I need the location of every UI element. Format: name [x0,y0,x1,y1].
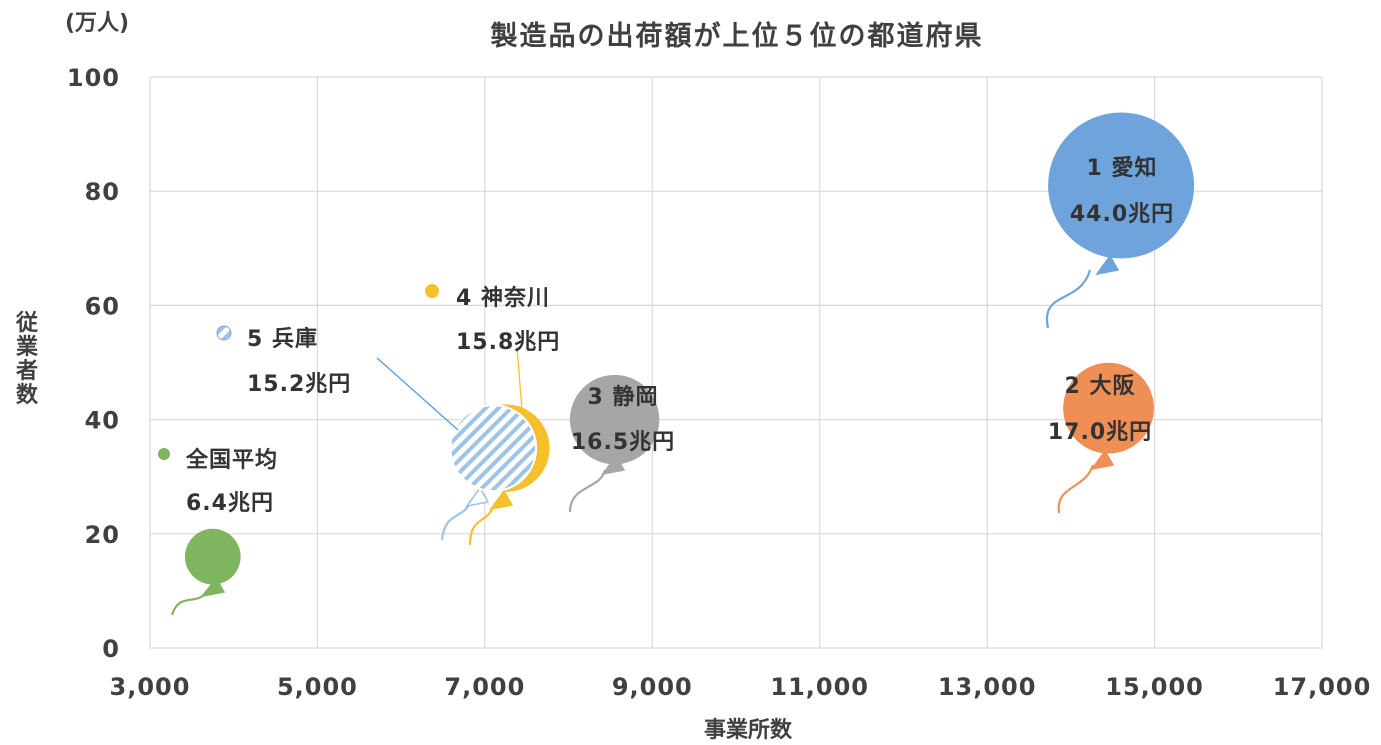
hyogo-marker-dot [216,325,232,341]
bubble-osaka [1063,362,1154,454]
bubble-shizuoka [569,374,660,465]
osaka-string [1057,464,1095,514]
y-axis-ticks: 0 20 40 60 80 100 [67,64,120,663]
shizuoka-shipment-label: 16.5兆円 [571,430,675,455]
x-tick-label: 17,000 [1273,673,1372,701]
y-tick-label: 100 [67,64,120,92]
chart-title: 製造品の出荷額が上位５位の都道府県 [491,20,984,52]
bubble-hyogo [449,404,538,493]
y-tick-label: 40 [85,407,120,435]
x-tick-label: 13,000 [938,673,1037,701]
x-axis-label: 事業所数 [704,717,793,743]
hyogo-name-label: 5 兵庫 [247,326,318,352]
bubble-labels: 1 愛知 44.0兆円 2 大阪 17.0兆円 3 静岡 16.5兆円 4 神奈川 15.8兆… [158,155,1174,516]
y-tick-label: 60 [85,292,120,320]
aichi-string [1045,269,1092,329]
average-name-label: 全国平均 [185,447,278,473]
y-tick-label: 0 [102,635,120,663]
hyogo-shipment-label: 15.2兆円 [247,372,351,397]
aichi-name-label: 1 愛知 [1087,155,1158,181]
y-tick-label: 20 [85,521,120,549]
aichi-arrowhead [1095,254,1120,276]
x-tick-label: 11,000 [770,673,869,701]
balloon-strings [170,254,1120,616]
x-tick-label: 7,000 [444,673,525,701]
bubble-aichi [1048,112,1195,259]
hyogo-arrowhead [465,486,490,508]
x-tick-label: 9,000 [612,673,693,701]
hyogo-leader-line [376,357,459,431]
average-string [170,589,208,616]
shizuoka-string [568,469,607,513]
osaka-name-label: 2 大阪 [1065,374,1136,399]
x-tick-label: 5,000 [277,673,358,701]
aichi-shipment-label: 44.0兆円 [1070,202,1174,227]
kanagawa-marker-dot [425,284,439,298]
average-arrowhead [201,576,226,598]
y-axis-label: 従業者数 [15,310,39,408]
bubbles [184,112,1195,585]
y-axis-unit: (万人) [65,11,129,36]
kanagawa-leader-line [516,346,523,411]
osaka-shipment-label: 17.0兆円 [1048,420,1152,445]
shizuoka-name-label: 3 静岡 [588,384,659,410]
x-axis-ticks: 3,000 5,000 7,000 9,000 11,000 13,000 15,000 17… [110,673,1372,701]
average-shipment-label: 6.4兆円 [186,491,274,516]
bubble-average [184,528,241,585]
x-tick-label: 3,000 [110,673,191,701]
y-tick-label: 80 [85,178,120,206]
kanagawa-name-label: 4 神奈川 [456,285,550,311]
x-tick-label: 15,000 [1105,673,1204,701]
average-marker-dot [158,448,170,460]
osaka-arrowhead [1090,449,1115,471]
kanagawa-shipment-label: 15.8兆円 [456,330,560,355]
kanagawa-arrowhead [489,489,514,511]
